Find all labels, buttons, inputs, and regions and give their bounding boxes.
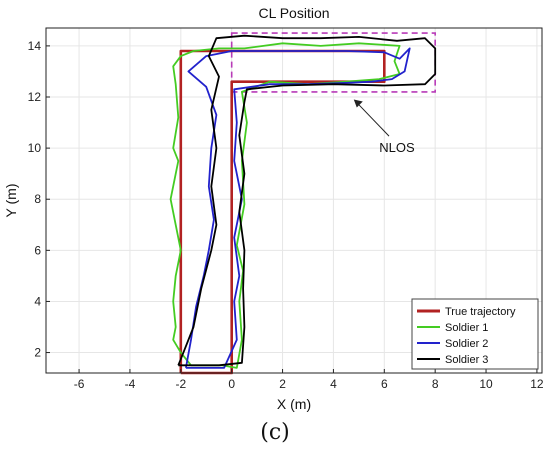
y-tick-label: 10 bbox=[28, 141, 42, 155]
y-tick-label: 12 bbox=[28, 90, 42, 104]
series-line-soldier-3 bbox=[177, 34, 437, 367]
figure-caption: (c) bbox=[260, 420, 290, 445]
annotation-arrowhead bbox=[353, 99, 363, 108]
annotation-label: NLOS bbox=[379, 140, 415, 155]
legend-label: True trajectory bbox=[445, 306, 516, 318]
axes-frame bbox=[45, 27, 543, 374]
x-tick-label: 4 bbox=[330, 377, 337, 391]
x-tick-label: -6 bbox=[74, 377, 85, 391]
chart-title: CL Position bbox=[258, 5, 329, 21]
y-tick-label: 4 bbox=[34, 294, 41, 308]
y-tick-label: 6 bbox=[34, 243, 41, 257]
x-tick-label: 0 bbox=[228, 377, 235, 391]
x-tick-label: 12 bbox=[530, 377, 544, 391]
y-tick-label: 2 bbox=[34, 346, 41, 360]
legend: True trajectory Soldier 1 Soldier 2 Soldier… bbox=[411, 298, 539, 370]
x-tick-label: 10 bbox=[479, 377, 493, 391]
legend-label: Soldier 2 bbox=[445, 338, 488, 350]
x-tick-label: 6 bbox=[381, 377, 388, 391]
x-tick-label: -2 bbox=[175, 377, 186, 391]
x-tick-label: 2 bbox=[279, 377, 286, 391]
x-tick-label: 8 bbox=[432, 377, 439, 391]
legend-label: Soldier 1 bbox=[445, 322, 488, 334]
legend-label: Soldier 3 bbox=[445, 354, 488, 366]
x-axis-label: X (m) bbox=[277, 396, 311, 412]
y-tick-label: 8 bbox=[34, 192, 41, 206]
annotation-arrow-line bbox=[356, 102, 390, 137]
y-axis-label: Y (m) bbox=[3, 184, 19, 218]
series-line-soldier-1 bbox=[169, 42, 401, 369]
x-tick-label: -4 bbox=[125, 377, 136, 391]
y-tick-label: 14 bbox=[28, 39, 42, 53]
trajectory-chart: -6 -4 -2 0 2 4 6 8 10 12 2 4 6 8 10 12 14 CL Position X (m… bbox=[3, 5, 544, 412]
